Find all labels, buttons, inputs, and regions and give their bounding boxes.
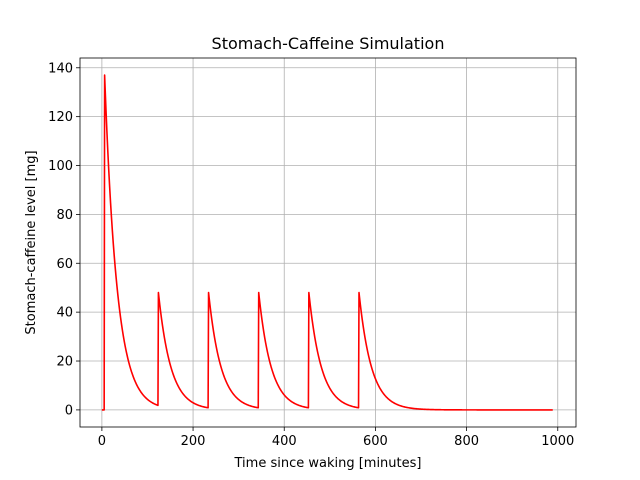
y-tick-label: 100 xyxy=(48,159,73,174)
x-axis-label: Time since waking [minutes] xyxy=(234,456,422,471)
x-tick-label: 1000 xyxy=(541,434,574,449)
y-tick-label: 80 xyxy=(56,208,73,223)
y-tick-label: 0 xyxy=(65,403,73,418)
x-tick-label: 200 xyxy=(181,434,206,449)
y-tick-label: 20 xyxy=(56,355,73,370)
x-tick-label: 0 xyxy=(98,434,106,449)
tick-layer: 0 200 400 600 800 1000 0 20 40 60 80 100 120 140 xyxy=(48,61,574,449)
series-line xyxy=(101,74,553,411)
y-tick-label: 140 xyxy=(48,61,73,76)
y-tick-label: 60 xyxy=(56,257,73,272)
series-layer xyxy=(101,74,553,411)
y-axis-label: Stomach-caffeine level [mg] xyxy=(24,150,39,334)
chart-title: Stomach-Caffeine Simulation xyxy=(212,34,445,53)
x-tick-label: 800 xyxy=(454,434,479,449)
grid-layer xyxy=(80,58,576,427)
y-tick-label: 40 xyxy=(56,306,73,321)
x-tick-label: 400 xyxy=(272,434,297,449)
plot-frame xyxy=(79,57,577,428)
y-tick-label: 120 xyxy=(48,110,73,125)
x-tick-label: 600 xyxy=(363,434,388,449)
